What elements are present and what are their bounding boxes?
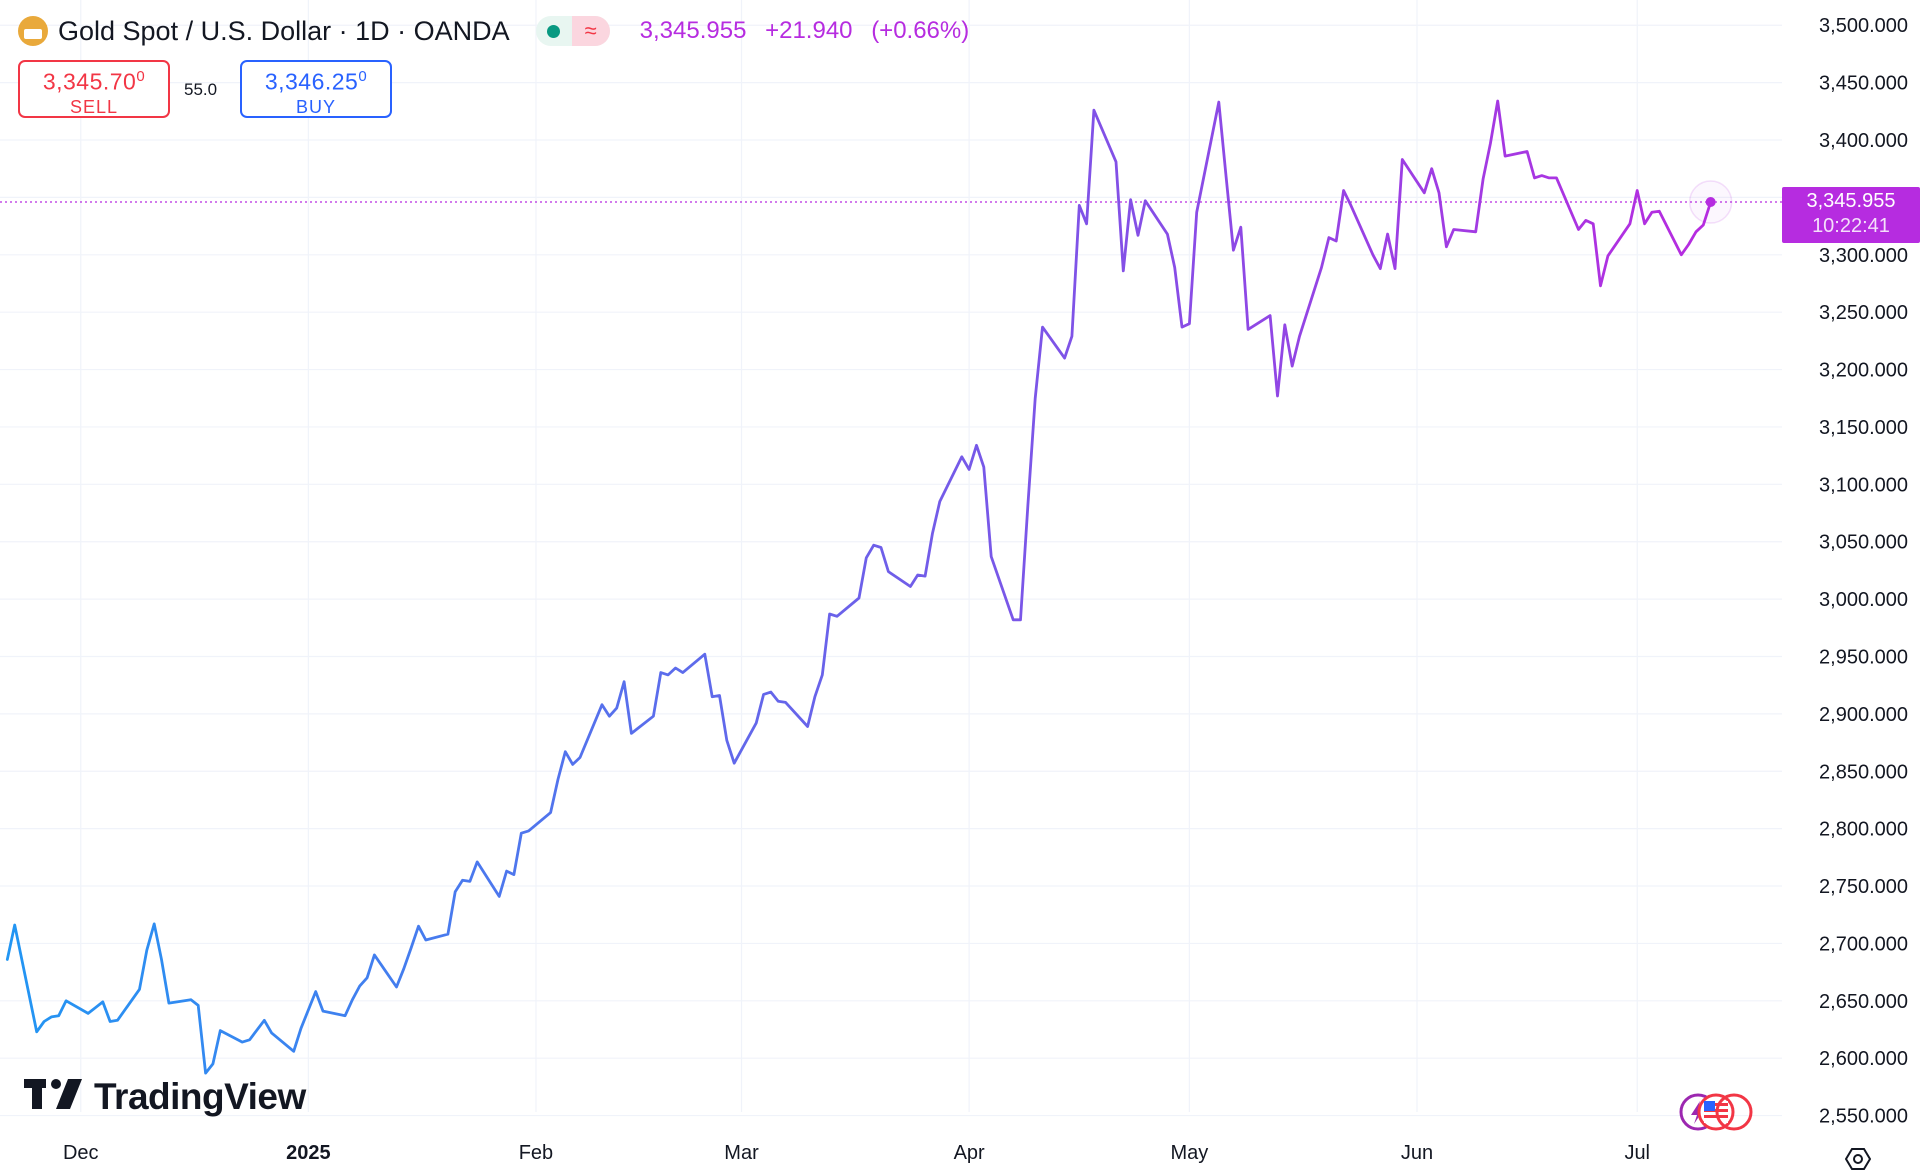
delayed-data-icon: ≈ <box>571 16 610 46</box>
x-tick-label: Mar <box>724 1142 759 1164</box>
event-ring-icon <box>1715 1093 1753 1131</box>
buy-price-pip: 0 <box>358 68 368 85</box>
x-tick-label: Feb <box>519 1142 553 1164</box>
y-tick-label: 3,050.000 <box>1819 532 1908 554</box>
y-tick-label: 3,000.000 <box>1819 589 1908 611</box>
y-tick-label: 3,300.000 <box>1819 245 1908 267</box>
time-axis: Dec 2025 Feb Mar Apr May Jun Jul <box>63 1142 1650 1164</box>
buy-label: BUY <box>295 96 336 117</box>
y-tick-label: 2,950.000 <box>1819 646 1908 668</box>
gold-coin-icon <box>18 16 48 46</box>
y-tick-label: 3,400.000 <box>1819 130 1908 152</box>
market-open-icon <box>547 24 561 38</box>
market-status-pill[interactable]: ≈ <box>535 16 610 46</box>
buy-button[interactable]: 3,346.250 BUY <box>240 60 392 118</box>
header-change-pct: (+0.66%) <box>871 17 970 44</box>
last-price-tag-value: 3,345.955 <box>1807 190 1896 212</box>
x-tick-label: 2025 <box>286 1142 331 1164</box>
chart-grid <box>0 0 1782 1117</box>
last-price-tag-countdown: 10:22:41 <box>1812 215 1890 237</box>
price-line-series[interactable] <box>5 99 1713 1075</box>
x-tick-label: Dec <box>63 1142 99 1164</box>
header-change: +21.940 <box>765 17 853 44</box>
y-tick-label: 3,200.000 <box>1819 360 1908 382</box>
last-price-tag: 3,345.955 10:22:41 <box>1782 186 1920 243</box>
sell-price-pip: 0 <box>136 68 146 85</box>
tradingview-watermark[interactable]: TradingView <box>24 1076 306 1118</box>
y-tick-label: 2,550.000 <box>1819 1106 1908 1128</box>
last-price-dot <box>1705 196 1716 207</box>
x-tick-label: Apr <box>954 1142 985 1164</box>
header-price-info: 3,345.955 +21.940 (+0.66%) <box>640 17 982 45</box>
tradingview-wordmark: TradingView <box>94 1076 306 1117</box>
y-tick-label: 2,650.000 <box>1819 991 1908 1013</box>
y-tick-label: 3,100.000 <box>1819 474 1908 496</box>
tradingview-logo-icon <box>24 1077 82 1118</box>
sell-label: SELL <box>69 96 119 117</box>
symbol-title[interactable]: Gold Spot / U.S. Dollar · 1D · OANDA <box>58 15 510 46</box>
x-tick-label: May <box>1170 1142 1208 1164</box>
price-axis: 3,500.0003,450.0003,400.0003,350.0003,30… <box>1819 15 1908 1127</box>
y-tick-label: 2,600.000 <box>1819 1048 1908 1070</box>
buy-price: 3,346.25 <box>264 68 359 95</box>
sell-button[interactable]: 3,345.700 SELL <box>18 60 170 118</box>
y-tick-label: 2,900.000 <box>1819 704 1908 726</box>
y-tick-label: 2,850.000 <box>1819 761 1908 783</box>
y-tick-label: 3,150.000 <box>1819 417 1908 439</box>
header-last-price: 3,345.955 <box>639 17 747 44</box>
x-tick-label: Jun <box>1401 1142 1433 1164</box>
gear-icon[interactable] <box>1844 1148 1872 1170</box>
event-badges[interactable] <box>1678 1092 1754 1132</box>
y-tick-label: 3,250.000 <box>1819 302 1908 324</box>
symbol-header: Gold Spot / U.S. Dollar · 1D · OANDA ≈ 3… <box>18 14 981 48</box>
y-tick-label: 3,500.000 <box>1819 15 1908 37</box>
spread-value: 55.0 <box>184 80 218 99</box>
y-tick-label: 2,800.000 <box>1819 819 1908 841</box>
x-tick-label: Jul <box>1624 1142 1650 1164</box>
y-tick-label: 2,700.000 <box>1819 933 1908 955</box>
y-tick-label: 2,750.000 <box>1819 876 1908 898</box>
y-tick-label: 3,450.000 <box>1819 73 1908 95</box>
sell-price: 3,345.70 <box>42 68 137 95</box>
